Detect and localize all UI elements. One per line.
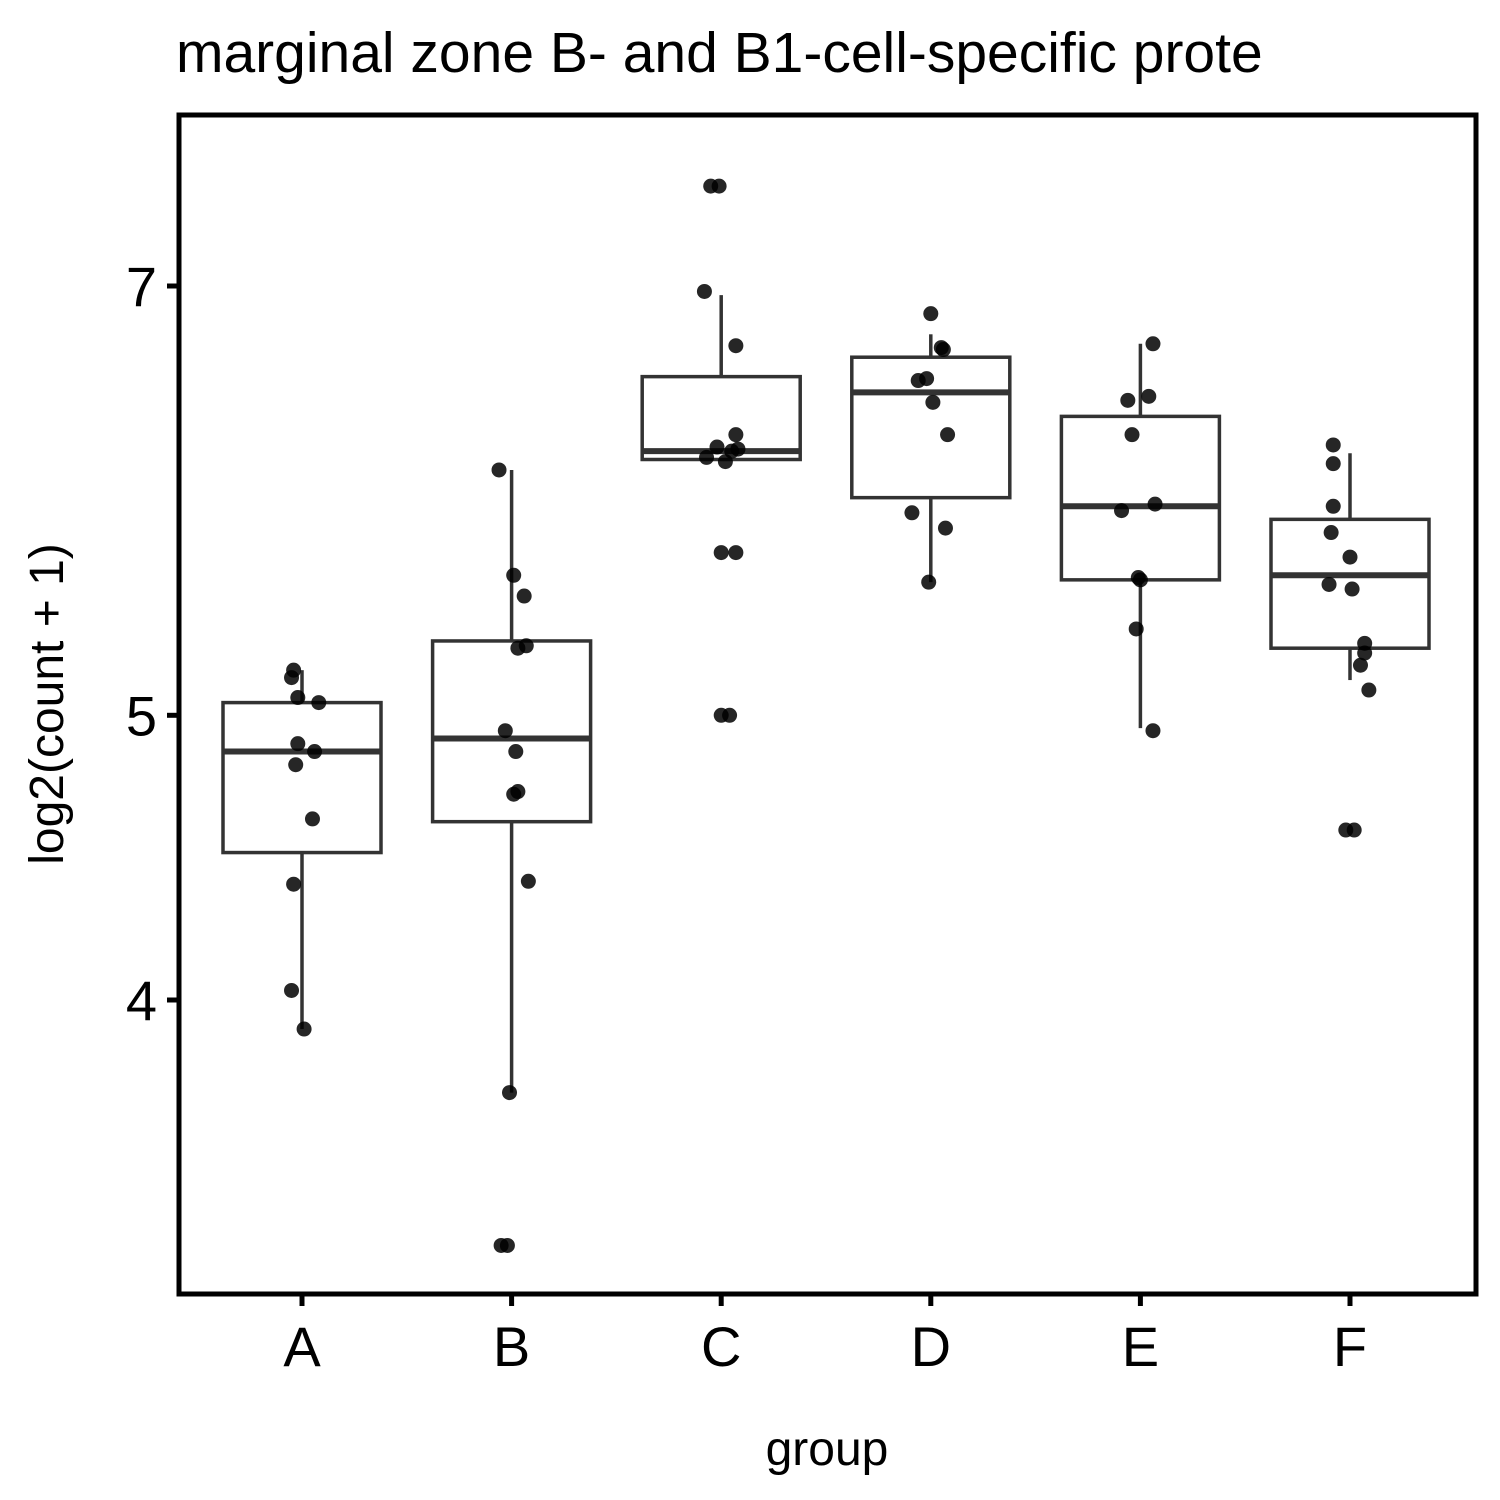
data-point [1325,456,1341,472]
data-point [1325,437,1341,453]
data-point [1352,657,1368,673]
box-E [1059,343,1222,729]
data-point [699,449,715,465]
data-point [696,283,712,299]
data-point [491,462,507,478]
data-point [1321,576,1337,592]
data-point [904,505,920,521]
data-point [1114,503,1130,519]
data-point [923,306,939,322]
boxes-layer [221,295,1431,1093]
data-point [296,1021,312,1037]
data-point [284,670,300,686]
x-tick-label: C [701,1315,741,1378]
data-point [1325,498,1341,514]
data-point [1357,645,1373,661]
data-point [925,394,941,410]
data-point [728,338,744,354]
data-point [1145,723,1161,739]
data-point [1361,682,1377,698]
data-point [510,640,526,656]
data-point [728,427,744,443]
data-point [499,1237,515,1253]
x-axis-title: group [766,1423,889,1476]
data-point [919,371,935,387]
data-point [1145,336,1161,352]
x-tick-label: A [283,1315,321,1378]
y-tick-label: 5 [126,684,157,747]
box-C [640,295,802,462]
y-axis-title: log2(count + 1) [21,543,74,865]
data-point [497,723,513,739]
data-point [1132,572,1148,588]
box-F [1269,453,1431,681]
data-point [290,736,306,752]
data-point [304,811,320,827]
x-tick-label: D [911,1315,951,1378]
data-point [1120,392,1136,408]
chart-title: marginal zone B- and B1-cell-specific pr… [176,21,1263,85]
box-iqr [850,355,1012,500]
plot-frame [176,112,1479,1297]
points-layer [284,178,1377,1253]
x-tick-label: B [493,1315,530,1378]
data-point [516,588,532,604]
data-point [311,695,327,711]
x-axis: A B C D E F [283,1294,1367,1378]
y-axis: 4 5 7 [126,255,179,1032]
data-point [1124,427,1140,443]
data-point [502,1085,518,1101]
data-point [709,439,725,455]
data-point [1342,549,1358,565]
box-A [221,670,383,1030]
y-tick-label: 4 [126,969,157,1032]
data-point [284,982,300,998]
data-point [1323,525,1339,541]
data-point [921,574,937,590]
data-point [713,545,729,561]
box-B [430,469,593,1093]
data-point [286,876,302,892]
data-point [722,707,738,723]
data-point [520,873,536,889]
data-point [508,744,524,760]
data-point [728,545,744,561]
x-tick-label: F [1333,1315,1367,1378]
box-iqr [1059,414,1222,582]
box-D [850,334,1012,583]
data-point [940,427,956,443]
data-point [290,690,306,706]
box-iqr [221,700,383,855]
data-point [1344,581,1360,597]
data-point [717,454,733,470]
data-point [288,757,304,773]
data-point [1147,496,1163,512]
data-point [711,178,727,194]
x-tick-label: E [1122,1315,1159,1378]
data-point [307,744,323,760]
data-point [1338,822,1354,838]
data-point [1128,621,1144,637]
data-point [1141,388,1157,404]
data-point [506,567,522,583]
y-tick-label: 7 [126,255,157,318]
data-point [935,342,951,358]
data-point [937,520,953,536]
data-point [506,786,522,802]
